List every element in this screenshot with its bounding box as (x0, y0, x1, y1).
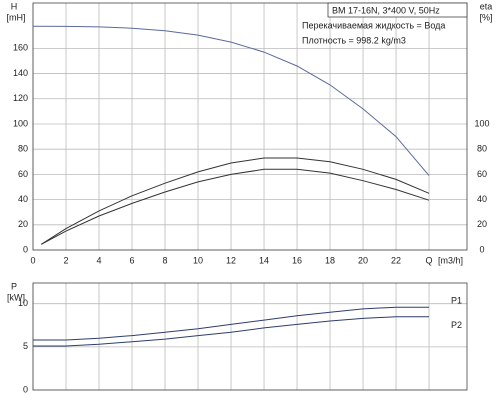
x-tick-label: 22 (391, 255, 401, 265)
y2-tick-label: 60 (477, 169, 487, 179)
y-axis-label: P (11, 281, 17, 291)
annotation: Перекачиваемая жидкость = Вода (302, 20, 445, 30)
y-tick-label: 40 (18, 194, 28, 204)
curve (33, 316, 429, 347)
x-tick-label: 6 (130, 255, 135, 265)
curve (41, 157, 430, 245)
curve (33, 306, 429, 341)
plot-frame (32, 2, 468, 251)
x-tick-label: 18 (325, 255, 335, 265)
y-tick-label: 100 (13, 118, 28, 128)
curve (32, 25, 430, 176)
y2-tick-label: 40 (477, 194, 487, 204)
y-tick-label: 140 (13, 68, 28, 78)
y2-tick-label: 100 (474, 118, 489, 128)
y2-tick-label: 80 (477, 144, 487, 154)
y-tick-label: 160 (13, 43, 28, 53)
x-tick-label: 14 (259, 255, 269, 265)
x-tick-label: 2 (63, 255, 68, 265)
x-axis-unit: [m3/h] (438, 255, 463, 265)
title-box (327, 2, 468, 18)
y-tick-label: 60 (18, 169, 28, 179)
y2-tick-label: 20 (477, 219, 487, 229)
y-axis-unit: [kW] (7, 292, 25, 302)
y-axis-unit: [mH] (7, 12, 26, 22)
y2-axis-unit: [%] (479, 12, 492, 22)
y-tick-label: 0 (23, 244, 28, 254)
annotation: Плотность = 998.2 kg/m3 (302, 35, 406, 45)
y2-axis-label: eta (480, 1, 493, 11)
x-tick-label: 0 (30, 255, 35, 265)
y-tick-label: 0 (23, 384, 28, 394)
annotation: BM 17-16N, 3*400 V, 50Hz (332, 5, 440, 15)
x-tick-label: 20 (358, 255, 368, 265)
x-tick-label: Q (426, 255, 433, 265)
curve (41, 168, 430, 245)
x-tick-label: 4 (96, 255, 101, 265)
x-tick-label: 8 (163, 255, 168, 265)
x-tick-label: 12 (226, 255, 236, 265)
y-axis-label: H (11, 1, 18, 11)
y-tick-label: 80 (18, 144, 28, 154)
y2-tick-label: 0 (479, 244, 484, 254)
series-label: P2 (451, 320, 462, 330)
y-tick-label: 120 (13, 93, 28, 103)
plot-frame (32, 282, 468, 391)
x-tick-label: 10 (193, 255, 203, 265)
series-label: P1 (451, 296, 462, 306)
y-tick-label: 20 (18, 219, 28, 229)
x-tick-label: 16 (292, 255, 302, 265)
y-tick-label: 5 (23, 341, 28, 351)
y-tick-label: 10 (18, 298, 28, 308)
